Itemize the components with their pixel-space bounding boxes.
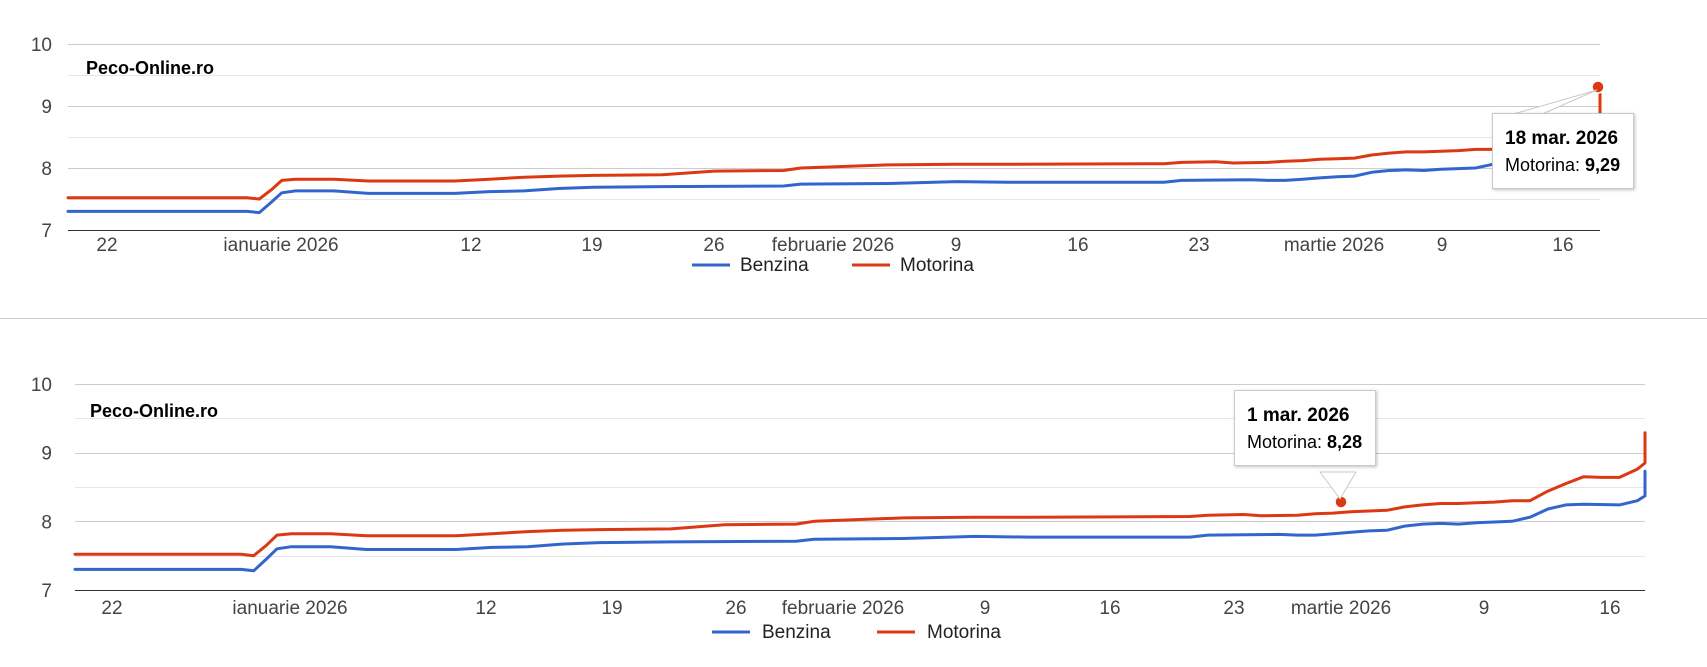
y-tick-label: 10	[31, 375, 52, 396]
chart-title: Peco-Online.ro	[86, 58, 214, 78]
y-tick-label: 8	[41, 159, 52, 180]
tooltip-date: 18 mar. 2026	[1505, 128, 1619, 149]
y-tick-label: 7	[41, 581, 52, 602]
highlight-point[interactable]	[1591, 80, 1605, 94]
x-tick-label: 22	[96, 235, 117, 256]
fuel-price-chart-2[interactable]: 10 9 8 7 22 ianuarie 2026 12 19 26 febru…	[0, 322, 1707, 667]
x-tick-label: 9	[951, 235, 962, 256]
x-tick-label: 16	[1552, 235, 1573, 256]
y-tick-label: 7	[41, 221, 52, 242]
x-tick-label: 12	[475, 598, 496, 619]
y-tick-label: 9	[41, 97, 52, 118]
x-tick-label: 16	[1599, 598, 1620, 619]
tooltip-series: Motorina	[1247, 432, 1318, 452]
x-tick-label: 26	[703, 235, 724, 256]
x-tick-label: 9	[1437, 235, 1448, 256]
x-tick-label: 19	[601, 598, 622, 619]
x-tick-label: 9	[980, 598, 991, 619]
tooltip-value: 8,28	[1327, 432, 1363, 452]
x-tick-label: 22	[101, 598, 122, 619]
series-line-benzina[interactable]	[73, 469, 1647, 573]
series-line-motorina[interactable]	[73, 431, 1647, 558]
x-axis: 22 ianuarie 2026 12 19 26 februarie 2026…	[101, 598, 1620, 619]
x-tick-label: 16	[1099, 598, 1120, 619]
legend-label-benzina[interactable]: Benzina	[740, 255, 809, 276]
data-tooltip: 1 mar. 2026 Motorina: 8,28	[1234, 390, 1377, 466]
panel-divider	[0, 318, 1707, 319]
legend-label-benzina[interactable]: Benzina	[762, 622, 831, 643]
x-tick-label: martie 2026	[1284, 235, 1384, 256]
tooltip-row: Motorina: 9,29	[1505, 155, 1621, 175]
data-tooltip: 18 mar. 2026 Motorina: 9,29	[1492, 113, 1635, 189]
x-tick-label: februarie 2026	[772, 235, 895, 256]
x-tick-label: 12	[460, 235, 481, 256]
series-line-benzina[interactable]	[66, 143, 1602, 215]
tooltip-series: Motorina	[1505, 155, 1576, 175]
legend-label-motorina[interactable]: Motorina	[900, 255, 974, 276]
tooltip-row: Motorina: 8,28	[1247, 432, 1363, 452]
legend[interactable]: Benzina Motorina	[712, 622, 1001, 643]
x-tick-label: 9	[1479, 598, 1490, 619]
tooltip-value: 9,29	[1585, 155, 1621, 175]
y-axis: 10 9 8 7	[31, 35, 52, 242]
chart-svg: 10 9 8 7 22 ianuarie 2026 12 19 26 febru…	[31, 375, 1647, 643]
tooltip-pointer	[1509, 89, 1598, 116]
legend-label-motorina[interactable]: Motorina	[927, 622, 1001, 643]
chart-svg: 10 9 8 7 22 ianuarie 2026 12 19 26 febru…	[31, 35, 1605, 276]
x-tick-label: 16	[1067, 235, 1088, 256]
x-tick-label: 19	[581, 235, 602, 256]
tooltip-date: 1 mar. 2026	[1247, 405, 1350, 426]
y-tick-label: 8	[41, 512, 52, 533]
tooltip-pointer	[1319, 471, 1357, 500]
legend[interactable]: Benzina Motorina	[692, 255, 974, 276]
y-axis: 10 9 8 7	[31, 375, 52, 602]
x-tick-label: ianuarie 2026	[232, 598, 347, 619]
x-tick-label: ianuarie 2026	[223, 235, 338, 256]
y-tick-label: 10	[31, 35, 52, 56]
gridlines	[75, 384, 1645, 591]
chart-title: Peco-Online.ro	[90, 401, 218, 421]
x-tick-label: 23	[1188, 235, 1209, 256]
x-axis: 22 ianuarie 2026 12 19 26 februarie 2026…	[96, 235, 1573, 256]
fuel-price-chart-1[interactable]: 10 9 8 7 22 ianuarie 2026 12 19 26 febru…	[0, 0, 1707, 310]
x-tick-label: martie 2026	[1291, 598, 1391, 619]
x-tick-label: februarie 2026	[782, 598, 905, 619]
series-line-motorina[interactable]	[66, 86, 1602, 201]
y-tick-label: 9	[41, 444, 52, 465]
x-tick-label: 23	[1223, 598, 1244, 619]
x-tick-label: 26	[725, 598, 746, 619]
gridlines	[68, 44, 1600, 231]
